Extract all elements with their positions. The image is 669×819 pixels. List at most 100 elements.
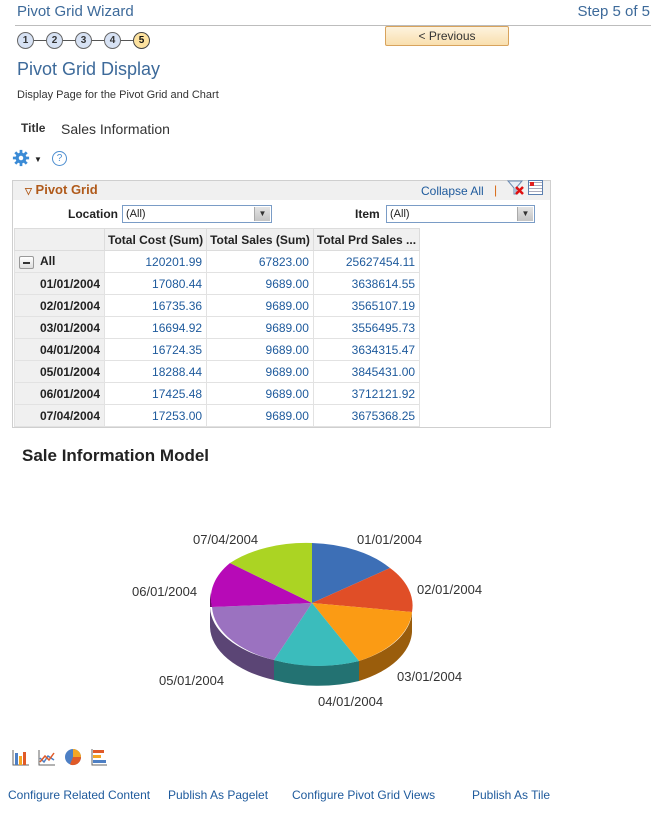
- step-4[interactable]: 4: [104, 31, 121, 49]
- pie-label: 02/01/2004: [417, 582, 483, 597]
- cell-value[interactable]: 17080.44: [103, 272, 208, 295]
- configure-related-content-link[interactable]: Configure Related Content: [8, 788, 151, 802]
- horizontal-bar-chart-icon[interactable]: [90, 748, 108, 766]
- pie-chart-icon[interactable]: [64, 748, 82, 766]
- step-1[interactable]: 1: [17, 31, 34, 49]
- cell-value[interactable]: 9689.00: [206, 294, 314, 317]
- pie-slice-04-01-2004[interactable]: [274, 603, 359, 666]
- cell-value[interactable]: 9689.00: [206, 360, 314, 383]
- chevron-down-icon: ▼: [517, 207, 533, 221]
- title-label: Title: [21, 121, 46, 135]
- cell-value[interactable]: 9689.00: [206, 404, 314, 427]
- cell-value[interactable]: 3556495.73: [312, 316, 421, 339]
- row-label: 06/01/2004: [14, 382, 105, 405]
- pie-label: 04/01/2004: [318, 694, 384, 709]
- step-connector: [92, 39, 104, 41]
- chart-type-toolbar: [12, 748, 108, 766]
- table-row: All 120201.99 67823.00 25627454.11: [14, 250, 421, 273]
- row-label: 04/01/2004: [14, 338, 105, 361]
- pie-label: 06/01/2004: [132, 584, 198, 599]
- cell-value[interactable]: 17253.00: [103, 404, 208, 427]
- grid-options-icon[interactable]: [528, 180, 543, 195]
- publish-as-pagelet-link[interactable]: Publish As Pagelet: [168, 788, 269, 802]
- column-header-corner: [14, 228, 105, 251]
- page-title: Pivot Grid Display: [17, 59, 161, 79]
- row-label: 07/04/2004: [14, 404, 105, 427]
- header-divider: [15, 25, 651, 26]
- configure-pivot-grid-views-link[interactable]: Configure Pivot Grid Views: [292, 788, 436, 802]
- cell-value[interactable]: 9689.00: [206, 382, 314, 405]
- step-connector: [63, 39, 75, 41]
- pie-label: 07/04/2004: [193, 532, 259, 547]
- pie-slice-06-01-2004[interactable]: [210, 563, 312, 607]
- location-filter-label: Location: [68, 207, 118, 221]
- cell-value[interactable]: 9689.00: [206, 338, 314, 361]
- pie-label: 05/01/2004: [159, 673, 225, 688]
- cell-value[interactable]: 3638614.55: [312, 272, 421, 295]
- row-label: 02/01/2004: [14, 294, 105, 317]
- pivot-grid-toggle[interactable]: ▽ Pivot Grid: [25, 182, 98, 197]
- cell-value[interactable]: 16735.36: [103, 294, 208, 317]
- title-value: Sales Information: [61, 121, 170, 137]
- step-3[interactable]: 3: [75, 31, 92, 49]
- column-header[interactable]: Total Cost (Sum): [103, 228, 208, 251]
- table-row: 02/01/2004 16735.36 9689.00 3565107.19: [14, 294, 421, 317]
- pie-slice-01-01-2004[interactable]: [312, 543, 390, 603]
- cell-value[interactable]: 16694.92: [103, 316, 208, 339]
- pie-chart[interactable]: [200, 535, 430, 695]
- cell-value[interactable]: 3712121.92: [312, 382, 421, 405]
- cell-value[interactable]: 67823.00: [206, 250, 314, 273]
- help-icon[interactable]: ?: [52, 151, 67, 166]
- cell-value[interactable]: 25627454.11: [312, 250, 421, 273]
- cell-value[interactable]: 3565107.19: [312, 294, 421, 317]
- clear-filter-icon[interactable]: [507, 180, 525, 196]
- cell-value[interactable]: 9689.00: [206, 316, 314, 339]
- wizard-title: Pivot Grid Wizard: [17, 3, 134, 20]
- location-select[interactable]: (All) ▼: [122, 205, 272, 223]
- table-row: 01/01/2004 17080.44 9689.00 3638614.55: [14, 272, 421, 295]
- table-row: 06/01/2004 17425.48 9689.00 3712121.92: [14, 382, 421, 405]
- location-select-value: (All): [126, 208, 146, 220]
- cell-value[interactable]: 3675368.25: [312, 404, 421, 427]
- pivot-table: Total Cost (Sum) Total Sales (Sum) Total…: [14, 228, 421, 427]
- step-2[interactable]: 2: [46, 31, 63, 49]
- pie-slice-07-04-2004[interactable]: [230, 542, 312, 603]
- cell-value[interactable]: 17425.48: [103, 382, 208, 405]
- pivot-grid-panel: [12, 180, 551, 428]
- item-select-value: (All): [390, 208, 410, 220]
- item-select[interactable]: (All) ▼: [386, 205, 535, 223]
- collapse-icon[interactable]: [19, 255, 34, 269]
- gear-icon[interactable]: [12, 149, 30, 167]
- page-description: Display Page for the Pivot Grid and Char…: [17, 89, 219, 101]
- bar-chart-icon[interactable]: [12, 748, 30, 766]
- pie-slice-02-01-2004[interactable]: [312, 568, 413, 612]
- step-5[interactable]: 5: [133, 31, 150, 49]
- cell-value[interactable]: 16724.35: [103, 338, 208, 361]
- chevron-down-icon[interactable]: ▼: [34, 155, 42, 164]
- cell-value[interactable]: 3634315.47: [312, 338, 421, 361]
- chart-title: Sale Information Model: [22, 446, 210, 465]
- wizard-steps: 1 2 3 4 5: [17, 30, 150, 50]
- column-header[interactable]: Total Prd Sales ...: [312, 228, 421, 251]
- table-row: 07/04/2004 17253.00 9689.00 3675368.25: [14, 404, 421, 427]
- separator: |: [494, 183, 498, 197]
- pie-label: 03/01/2004: [397, 669, 463, 684]
- row-label: 01/01/2004: [14, 272, 105, 295]
- line-chart-icon[interactable]: [38, 748, 56, 766]
- publish-as-tile-link[interactable]: Publish As Tile: [472, 788, 551, 802]
- cell-value[interactable]: 3845431.00: [312, 360, 421, 383]
- previous-button[interactable]: < Previous: [385, 26, 509, 46]
- cell-value[interactable]: 18288.44: [103, 360, 208, 383]
- pie-label: 01/01/2004: [357, 532, 423, 547]
- column-header[interactable]: Total Sales (Sum): [206, 228, 314, 251]
- cell-value[interactable]: 9689.00: [206, 272, 314, 295]
- pie-slice-05-01-2004[interactable]: [212, 603, 312, 660]
- step-connector: [34, 39, 46, 41]
- collapse-all-link[interactable]: Collapse All: [421, 184, 484, 198]
- cell-value[interactable]: 120201.99: [103, 250, 208, 273]
- step-indicator-text: Step 5 of 5: [577, 3, 650, 20]
- row-header-all: All: [14, 250, 105, 273]
- pivot-grid-caption: Pivot Grid: [35, 182, 98, 197]
- row-label: 03/01/2004: [14, 316, 105, 339]
- pie-slice-03-01-2004[interactable]: [312, 603, 412, 661]
